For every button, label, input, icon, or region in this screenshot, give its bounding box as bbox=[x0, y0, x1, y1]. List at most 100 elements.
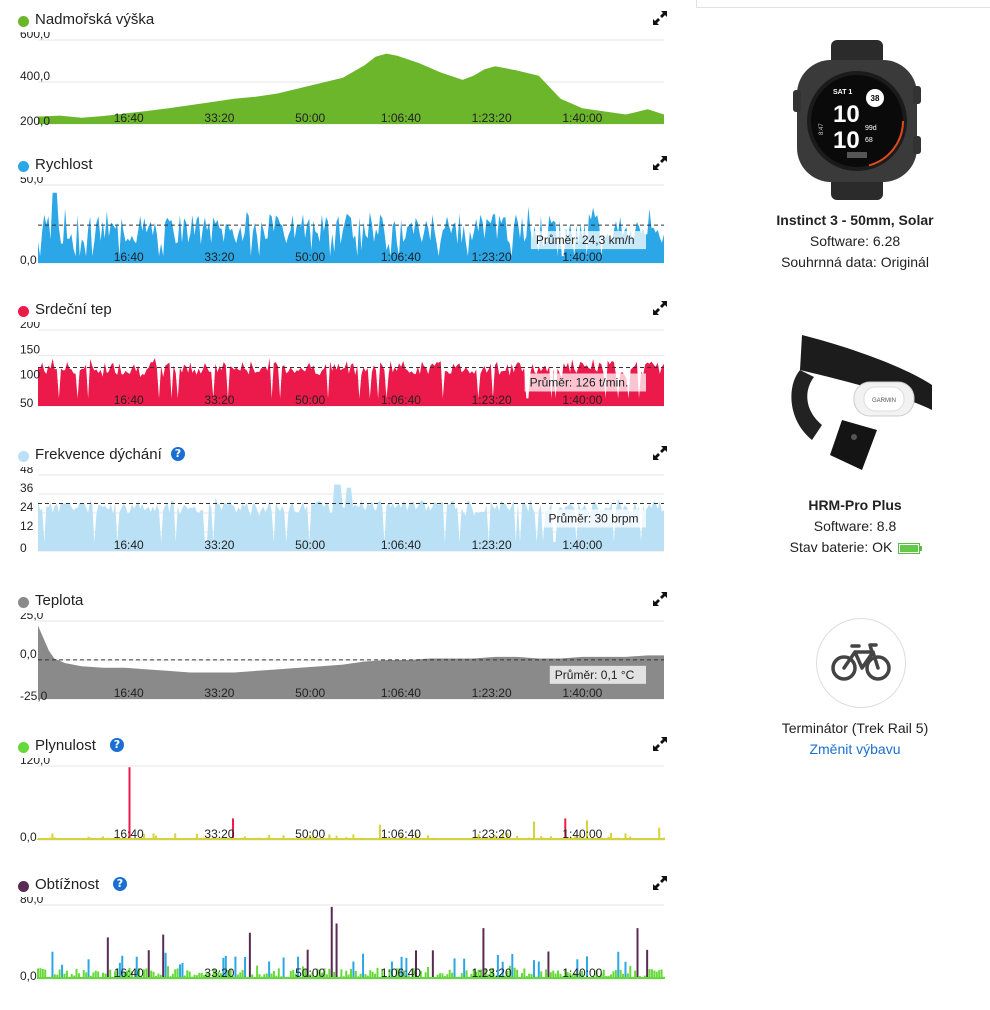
series-area bbox=[38, 484, 664, 551]
chart-difficulty: Obtížnost? 80,0 0,0 16:40 33:20 50:00 1:06:40 1… bbox=[18, 875, 668, 987]
series-area bbox=[38, 192, 664, 263]
x-tick-label: 1:40:00 bbox=[562, 393, 602, 407]
x-tick-label: 1:06:40 bbox=[381, 686, 421, 700]
y-tick-label: 50 bbox=[20, 396, 34, 410]
device-watch-data: Souhrnná data: Originál bbox=[781, 254, 929, 270]
chart-temperature: Teplota Průměr: 0,1 °C 25,0 0,0 -25,0 16:40 33… bbox=[18, 591, 668, 707]
legend-dot bbox=[18, 742, 29, 753]
svg-text:38: 38 bbox=[871, 94, 880, 103]
x-tick-label: 50:00 bbox=[295, 111, 325, 125]
chart-title: Nadmořská výška bbox=[35, 11, 155, 28]
chart-header: Obtížnost? bbox=[18, 875, 668, 895]
chart-title: Srdeční tep bbox=[35, 301, 112, 318]
expand-icon[interactable] bbox=[652, 875, 668, 891]
change-gear-link[interactable]: Změnit výbavu bbox=[809, 741, 901, 757]
x-tick-label: 1:06:40 bbox=[381, 393, 421, 407]
legend-dot bbox=[18, 161, 29, 172]
x-tick-label: 16:40 bbox=[114, 538, 144, 552]
mean-label: Průměr: 30 brpm bbox=[549, 512, 639, 526]
y-tick-label: 0,0 bbox=[20, 647, 37, 661]
battery-icon bbox=[898, 542, 923, 554]
x-tick-label: 33:20 bbox=[204, 393, 234, 407]
device-watch: Instinct 3 - 50mm, Solar Software: 6.28 … bbox=[720, 212, 990, 275]
x-tick-label: 50:00 bbox=[295, 538, 325, 552]
chart-breathing: Frekvence dýchání? Průměr: 30 brpm 48 36 24 1… bbox=[18, 445, 668, 559]
y-tick-label: 48 bbox=[20, 467, 34, 476]
watch-image: SAT 1 38 10 10 99d 68 8:47 bbox=[793, 40, 921, 200]
y-tick-label: 36 bbox=[20, 481, 34, 495]
y-tick-label: -25,0 bbox=[20, 689, 48, 703]
mean-badge: Průměr: 30 brpm bbox=[543, 509, 646, 528]
device-watch-name: Instinct 3 - 50mm, Solar bbox=[776, 212, 934, 228]
x-tick-label: 1:06:40 bbox=[381, 827, 421, 841]
x-tick-label: 50:00 bbox=[295, 966, 325, 980]
bike-avatar bbox=[816, 618, 906, 708]
x-tick-label: 50:00 bbox=[295, 393, 325, 407]
expand-icon[interactable] bbox=[652, 736, 668, 752]
mean-label: Průměr: 0,1 °C bbox=[555, 668, 635, 682]
x-tick-label: 33:20 bbox=[204, 966, 234, 980]
y-tick-label: 150 bbox=[20, 342, 40, 356]
legend-dot bbox=[18, 451, 29, 462]
device-bike-name: Terminátor (Trek Rail 5) bbox=[781, 720, 929, 736]
x-tick-label: 50:00 bbox=[295, 686, 325, 700]
x-tick-label: 33:20 bbox=[204, 538, 234, 552]
legend-dot bbox=[18, 881, 29, 892]
x-tick-label: 33:20 bbox=[204, 686, 234, 700]
x-tick-label: 1:40:00 bbox=[562, 111, 602, 125]
expand-icon[interactable] bbox=[652, 300, 668, 316]
svg-text:10: 10 bbox=[833, 101, 860, 128]
series-area bbox=[38, 625, 664, 699]
chart-plot: Průměr: 126 t/min. 200 150 100 50 16:40 33:20 5… bbox=[20, 322, 664, 410]
x-tick-label: 1:06:40 bbox=[381, 111, 421, 125]
help-icon[interactable]: ? bbox=[113, 877, 127, 891]
y-tick-label: 200,0 bbox=[20, 114, 50, 128]
chart-title: Plynulost bbox=[35, 737, 96, 754]
help-icon[interactable]: ? bbox=[171, 447, 185, 461]
chart-title: Rychlost bbox=[35, 156, 93, 173]
mean-label: Průměr: 24,3 km/h bbox=[536, 233, 635, 247]
right-panel-top-box bbox=[696, 0, 990, 8]
mean-badge: Průměr: 0,1 °C bbox=[549, 665, 646, 684]
y-tick-label: 0 bbox=[20, 541, 27, 555]
chart-flow: Plynulost? 120,0 0,0 16:40 33:20 50:00 1:06:40… bbox=[18, 736, 668, 848]
x-tick-label: 33:20 bbox=[204, 250, 234, 264]
device-hrm-name: HRM-Pro Plus bbox=[808, 497, 902, 513]
y-tick-label: 400,0 bbox=[20, 69, 50, 83]
svg-text:68: 68 bbox=[865, 137, 873, 144]
mean-badge: Průměr: 24,3 km/h bbox=[530, 231, 646, 250]
svg-text:99d: 99d bbox=[865, 125, 877, 132]
help-icon[interactable]: ? bbox=[110, 738, 124, 752]
expand-icon[interactable] bbox=[652, 155, 668, 171]
x-tick-label: 33:20 bbox=[204, 827, 234, 841]
x-tick-label: 1:06:40 bbox=[381, 966, 421, 980]
device-hrm: HRM-Pro Plus Software: 8.8 Stav baterie:… bbox=[720, 497, 990, 560]
expand-icon[interactable] bbox=[652, 10, 668, 26]
legend-dot bbox=[18, 16, 29, 27]
x-tick-label: 1:40:00 bbox=[562, 250, 602, 264]
chart-header: Frekvence dýchání? bbox=[18, 445, 668, 465]
x-tick-label: 33:20 bbox=[204, 111, 234, 125]
svg-text:GARMIN: GARMIN bbox=[872, 398, 896, 404]
svg-text:SAT 1: SAT 1 bbox=[833, 89, 852, 96]
x-tick-label: 1:40:00 bbox=[562, 538, 602, 552]
mean-badge: Průměr: 126 t/min. bbox=[524, 373, 646, 392]
device-watch-software: Software: 6.28 bbox=[809, 233, 901, 249]
expand-icon[interactable] bbox=[652, 591, 668, 607]
y-tick-label: 24 bbox=[20, 500, 34, 514]
y-tick-label: 12 bbox=[20, 519, 34, 533]
x-tick-label: 1:06:40 bbox=[381, 250, 421, 264]
device-bike: Terminátor (Trek Rail 5) Změnit výbavu bbox=[720, 720, 990, 762]
expand-icon[interactable] bbox=[652, 445, 668, 461]
x-tick-label: 1:06:40 bbox=[381, 538, 421, 552]
chart-heartrate: Srdeční tep Průměr: 126 t/min. 200 150 100 50… bbox=[18, 300, 668, 414]
chart-header: Plynulost? bbox=[18, 736, 668, 756]
chart-title: Frekvence dýchání bbox=[35, 446, 162, 463]
battery-label: Stav baterie: OK bbox=[789, 539, 893, 555]
x-tick-label: 1:23:20 bbox=[472, 111, 512, 125]
y-tick-label: 80,0 bbox=[20, 897, 44, 906]
svg-text:8:47: 8:47 bbox=[819, 123, 825, 135]
x-tick-label: 1:23:20 bbox=[472, 538, 512, 552]
x-tick-label: 1:23:20 bbox=[472, 250, 512, 264]
x-tick-label: 16:40 bbox=[114, 966, 144, 980]
